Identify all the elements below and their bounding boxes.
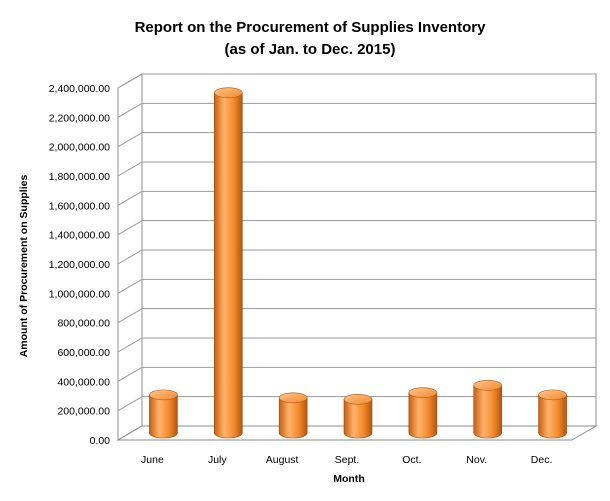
gridline-side	[117, 220, 143, 236]
x-tick-label: June	[141, 454, 164, 466]
x-tick-label: August	[266, 454, 299, 466]
gridline-side	[117, 73, 143, 89]
bar	[213, 92, 243, 439]
x-tick-label: Sept.	[335, 454, 360, 466]
x-tick-label: Oct.	[402, 454, 421, 466]
bar-top	[473, 380, 503, 391]
bar-top	[213, 87, 243, 99]
gridline-side	[117, 161, 143, 177]
bar-top	[538, 389, 567, 401]
y-tick-label: 1,200,000.00	[49, 259, 110, 271]
x-tick-label: Nov.	[466, 454, 487, 466]
y-tick-label: 2,000,000.00	[49, 142, 110, 154]
y-tick-label: 1,000,000.00	[49, 288, 110, 300]
y-tick-label: 1,800,000.00	[49, 171, 110, 183]
y-tick-label: 0.00	[90, 435, 111, 447]
gridline-side	[117, 278, 143, 294]
bar-top	[278, 392, 308, 404]
y-tick-label: 1,600,000.00	[49, 200, 110, 212]
bar	[538, 394, 567, 439]
bar	[473, 385, 503, 439]
y-tick-label: 2,200,000.00	[49, 112, 110, 124]
bar-top	[149, 389, 178, 401]
gridline-side	[117, 102, 143, 118]
bar	[278, 397, 308, 439]
gridline-side	[117, 249, 143, 265]
chart-title: Report on the Procurement of Supplies In…	[135, 19, 487, 36]
bar	[343, 398, 373, 439]
y-tick-label: 200,000.00	[57, 406, 110, 418]
gridline-side	[117, 308, 143, 324]
x-axis-label: Month	[333, 473, 365, 485]
y-axis-label: Amount of Procurement on Supplies	[18, 175, 30, 358]
x-tick-label: July	[208, 454, 227, 466]
y-tick-label: 1,400,000.00	[49, 230, 110, 242]
y-tick-label: 800,000.00	[57, 318, 110, 330]
plot-area: 0.00 200,000.00 400,000.00 600,000.00 800,00…	[49, 73, 598, 466]
y-tick-label: 600,000.00	[57, 347, 110, 359]
gridline-side	[117, 337, 143, 353]
bar	[149, 394, 178, 439]
x-tick-label: Dec.	[531, 454, 553, 466]
y-tick-label: 400,000.00	[57, 376, 110, 388]
y-tick-label: 2,400,000.00	[49, 83, 110, 95]
gridline-side	[117, 190, 143, 206]
bar	[408, 392, 438, 439]
bar-top	[343, 393, 373, 405]
bar-top	[408, 387, 438, 398]
gridline-side	[117, 366, 143, 382]
gridline-side	[117, 132, 143, 148]
gridline-side	[117, 396, 143, 412]
chart-subtitle: (as of Jan. to Dec. 2015)	[225, 41, 396, 58]
